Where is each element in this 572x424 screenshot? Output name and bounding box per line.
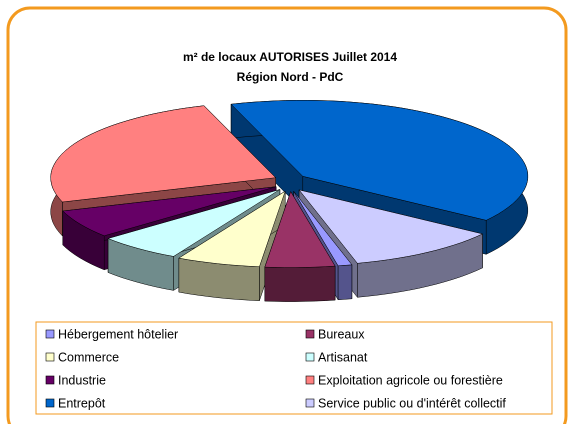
legend-swatch [45,329,55,339]
legend-swatch [45,352,55,362]
slice-top [230,100,529,221]
legend-swatch [45,398,55,408]
chart-subtitle: Région Nord - PdC [237,70,344,84]
chart-title: m² de locaux AUTORISES Juillet 2014 [183,50,397,64]
legend-label: Industrie [58,373,106,387]
slice-wall [337,264,353,301]
slice-top [298,189,484,264]
legend-label: Exploitation agricole ou forestière [318,373,503,387]
slice [264,190,336,302]
slice-top [50,105,277,203]
legend-label: Service public ou d'intérêt collectif [318,396,506,410]
slice-top [293,191,353,267]
slice [178,190,286,301]
legend-swatch [305,352,315,362]
legend-swatch [305,375,315,385]
legend [35,321,553,415]
slice-top [178,190,286,267]
legend-label: Artisanat [318,350,368,364]
pie [50,100,529,302]
slice-top [107,189,281,257]
legend-label: Entrepôt [58,396,106,410]
legend-swatch [45,375,55,385]
legend-label: Commerce [58,350,119,364]
legend-swatch [305,329,315,339]
legend-label: Bureaux [318,327,365,341]
legend-swatch [305,398,315,408]
legend-label: Hébergement hôtelier [58,327,178,341]
slice-wall [264,265,336,302]
slice-top [62,186,277,237]
slice-top [264,191,336,268]
